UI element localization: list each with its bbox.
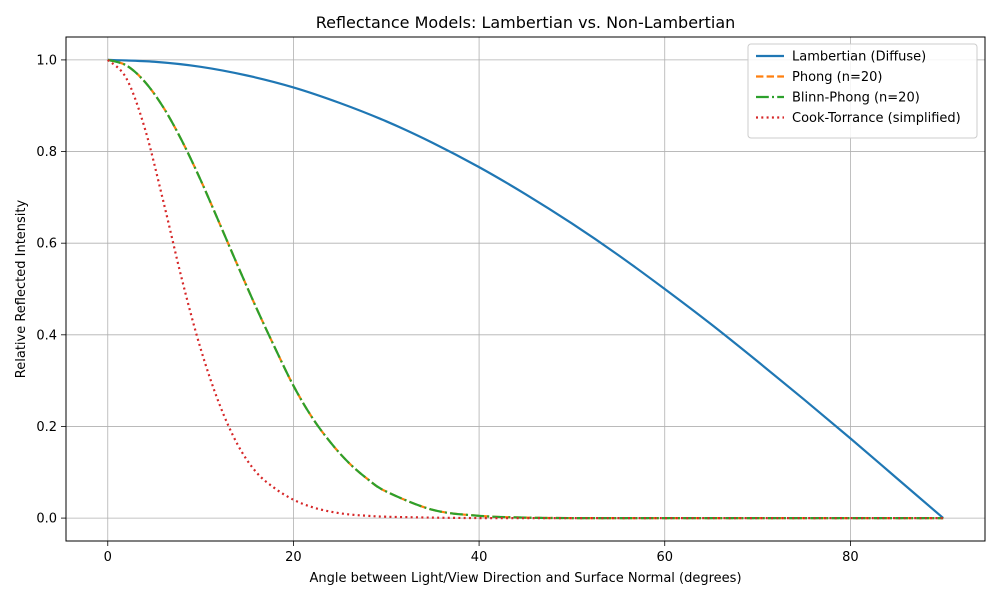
- y-tick-label: 0.8: [36, 145, 57, 160]
- x-tick-label: 80: [842, 550, 859, 565]
- series-layer: [106, 58, 944, 520]
- y-tick-label: 0.4: [36, 328, 57, 343]
- x-tick-label: 0: [104, 550, 112, 565]
- y-tick-label: 0.2: [36, 420, 57, 435]
- y-tick-label: 0.6: [36, 237, 57, 252]
- series-line-0: [107, 58, 944, 519]
- y-axis-label: Relative Reflected Intensity: [14, 199, 29, 378]
- legend-label: Blinn-Phong (n=20): [792, 91, 920, 106]
- x-tick-label: 20: [285, 550, 302, 565]
- plot-frame: [65, 36, 986, 542]
- legend: Lambertian (Diffuse) Phong (n=20) Blinn-Ph…: [747, 43, 978, 139]
- y-tick-label: 1.0: [36, 53, 57, 68]
- legend-label: Phong (n=20): [792, 70, 882, 85]
- x-tick-label: 40: [471, 550, 488, 565]
- legend-box: [747, 43, 978, 139]
- legend-label: Cook-Torrance (simplified): [792, 111, 961, 126]
- chart-title: Reflectance Models: Lambertian vs. Non-L…: [316, 13, 736, 32]
- x-tick-label: 60: [656, 550, 673, 565]
- series-line-3: [106, 59, 944, 520]
- series-line-2: [107, 58, 944, 520]
- legend-label: Lambertian (Diffuse): [792, 50, 926, 65]
- axis-ticks: 0 20 40 60 80 0.0 0.2 0.4 0.6 0.8 1.0: [36, 53, 858, 565]
- x-axis-label: Angle between Light/View Direction and S…: [309, 571, 741, 586]
- y-tick-label: 0.0: [36, 512, 57, 527]
